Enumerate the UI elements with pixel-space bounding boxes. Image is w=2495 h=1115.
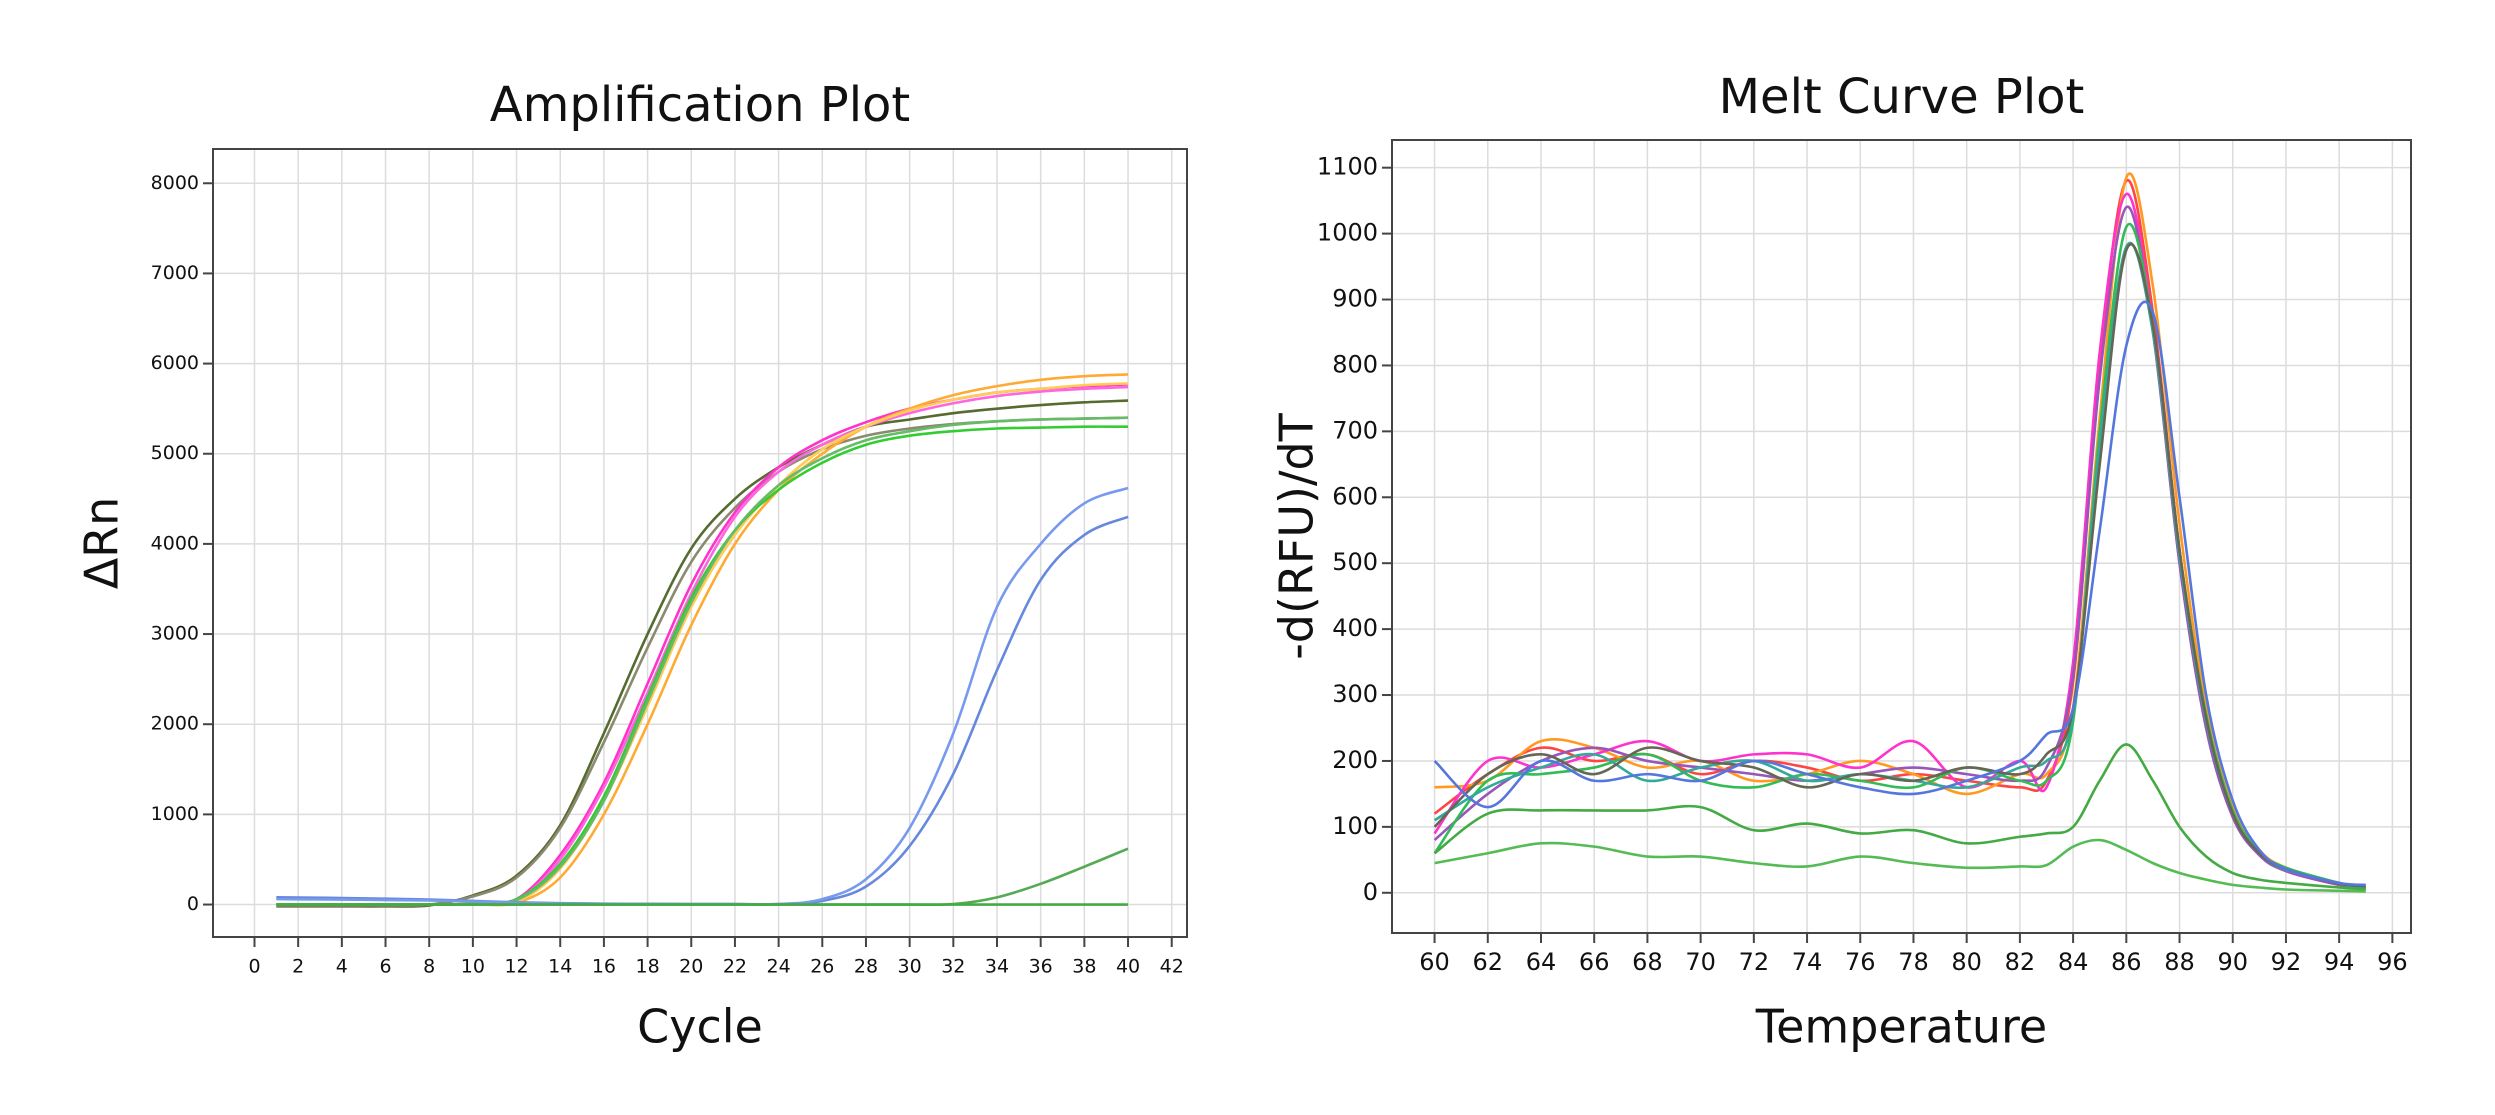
x-tick-label: 64 — [1526, 948, 1557, 976]
x-tick-label: 66 — [1579, 948, 1610, 976]
x-tick-label: 88 — [2164, 948, 2195, 976]
x-tick-label: 92 — [2271, 948, 2302, 976]
x-tick-label: 80 — [1951, 948, 1982, 976]
x-tick-label: 4 — [336, 956, 348, 978]
x-tick-label: 6 — [379, 956, 391, 978]
series-line — [1433, 743, 2366, 891]
x-tick-label: 70 — [1685, 948, 1716, 976]
chart: Melt Curve Plot Temperature -d(RFU)/dT 0 100… — [1270, 69, 2412, 1054]
x-tick-label: 74 — [1792, 948, 1823, 976]
x-tick-label: 60 — [1419, 948, 1450, 976]
y-tick-label: 700 — [1332, 416, 1378, 444]
y-tick-label: 0 — [1363, 878, 1378, 906]
series-line — [1433, 205, 2366, 891]
y-tick-label: 500 — [1332, 548, 1378, 576]
x-tick-label: 20 — [679, 956, 703, 978]
x-tick-label: 22 — [723, 956, 747, 978]
x-tick-label: 42 — [1160, 956, 1184, 978]
x-tick-label: 2 — [292, 956, 304, 978]
series-line — [1433, 300, 2366, 887]
y-tick-label: 400 — [1332, 614, 1378, 642]
x-axis-label: Cycle — [637, 1000, 763, 1054]
chart: Amplification Plot Cycle ΔRn 0 1000 2000 3000 4… — [75, 77, 1188, 1054]
y-tick-label: 4000 — [151, 532, 199, 554]
x-tick-label: 26 — [810, 956, 834, 978]
y-tick-label: 0 — [187, 893, 199, 915]
series-line — [276, 515, 1129, 906]
x-tick-label: 36 — [1029, 956, 1053, 978]
y-tick-label: 1100 — [1317, 153, 1378, 181]
x-tick-label: 94 — [2324, 948, 2355, 976]
series-line — [1434, 838, 2366, 893]
plot-frame — [1391, 139, 2412, 934]
x-tick-label: 30 — [898, 956, 922, 978]
x-tick-label: 96 — [2377, 948, 2408, 976]
x-tick-label: 0 — [248, 956, 260, 978]
series-line — [276, 847, 1129, 907]
y-tick-label: 3000 — [151, 623, 199, 645]
y-tick-label: 100 — [1332, 812, 1378, 840]
x-tick-label: 28 — [854, 956, 878, 978]
series-line — [276, 383, 1129, 906]
x-tick-label: 84 — [2058, 948, 2089, 976]
y-tick-label: 7000 — [151, 262, 199, 284]
series-line — [276, 486, 1129, 906]
x-tick-label: 24 — [767, 956, 791, 978]
y-tick-label: 600 — [1332, 482, 1378, 510]
x-tick-label: 10 — [461, 956, 485, 978]
y-tick-label: 200 — [1332, 746, 1378, 774]
x-axis-label: Temperature — [1755, 1000, 2047, 1054]
y-tick-label: 800 — [1332, 350, 1378, 378]
x-tick-label: 78 — [1898, 948, 1929, 976]
y-tick-label: 8000 — [151, 172, 199, 194]
x-tick-label: 68 — [1632, 948, 1663, 976]
x-tick-label: 62 — [1473, 948, 1504, 976]
x-tick-label: 14 — [548, 956, 572, 978]
x-tick-label: 72 — [1739, 948, 1770, 976]
series-line — [276, 399, 1129, 908]
x-tick-label: 40 — [1116, 956, 1140, 978]
x-tick-label: 76 — [1845, 948, 1876, 976]
x-tick-label: 12 — [504, 956, 528, 978]
x-tick-label: 8 — [423, 956, 435, 978]
y-axis-label: -d(RFU)/dT — [1270, 412, 1324, 659]
series-line — [276, 382, 1129, 907]
x-tick-label: 32 — [941, 956, 965, 978]
y-tick-label: 5000 — [151, 442, 199, 464]
y-tick-label: 1000 — [1317, 219, 1378, 247]
x-tick-label: 38 — [1072, 956, 1096, 978]
y-tick-label: 300 — [1332, 680, 1378, 708]
y-tick-label: 900 — [1332, 285, 1378, 313]
x-tick-label: 34 — [985, 956, 1009, 978]
x-tick-label: 18 — [635, 956, 659, 978]
plot-frame — [212, 148, 1188, 938]
series-line — [1433, 222, 2367, 891]
x-tick-label: 82 — [2005, 948, 2036, 976]
x-tick-label: 16 — [592, 956, 616, 978]
chart-title: Amplification Plot — [490, 77, 910, 133]
y-tick-label: 1000 — [151, 803, 199, 825]
y-tick-label: 6000 — [151, 352, 199, 374]
plot-area — [1433, 172, 2367, 893]
y-tick-label: 2000 — [151, 713, 199, 735]
x-tick-label: 90 — [2217, 948, 2248, 976]
y-axis-label: ΔRn — [75, 497, 129, 590]
x-tick-label: 86 — [2111, 948, 2142, 976]
chart-title: Melt Curve Plot — [1719, 69, 2085, 125]
plot-area — [276, 373, 1129, 908]
series-line — [276, 385, 1129, 906]
